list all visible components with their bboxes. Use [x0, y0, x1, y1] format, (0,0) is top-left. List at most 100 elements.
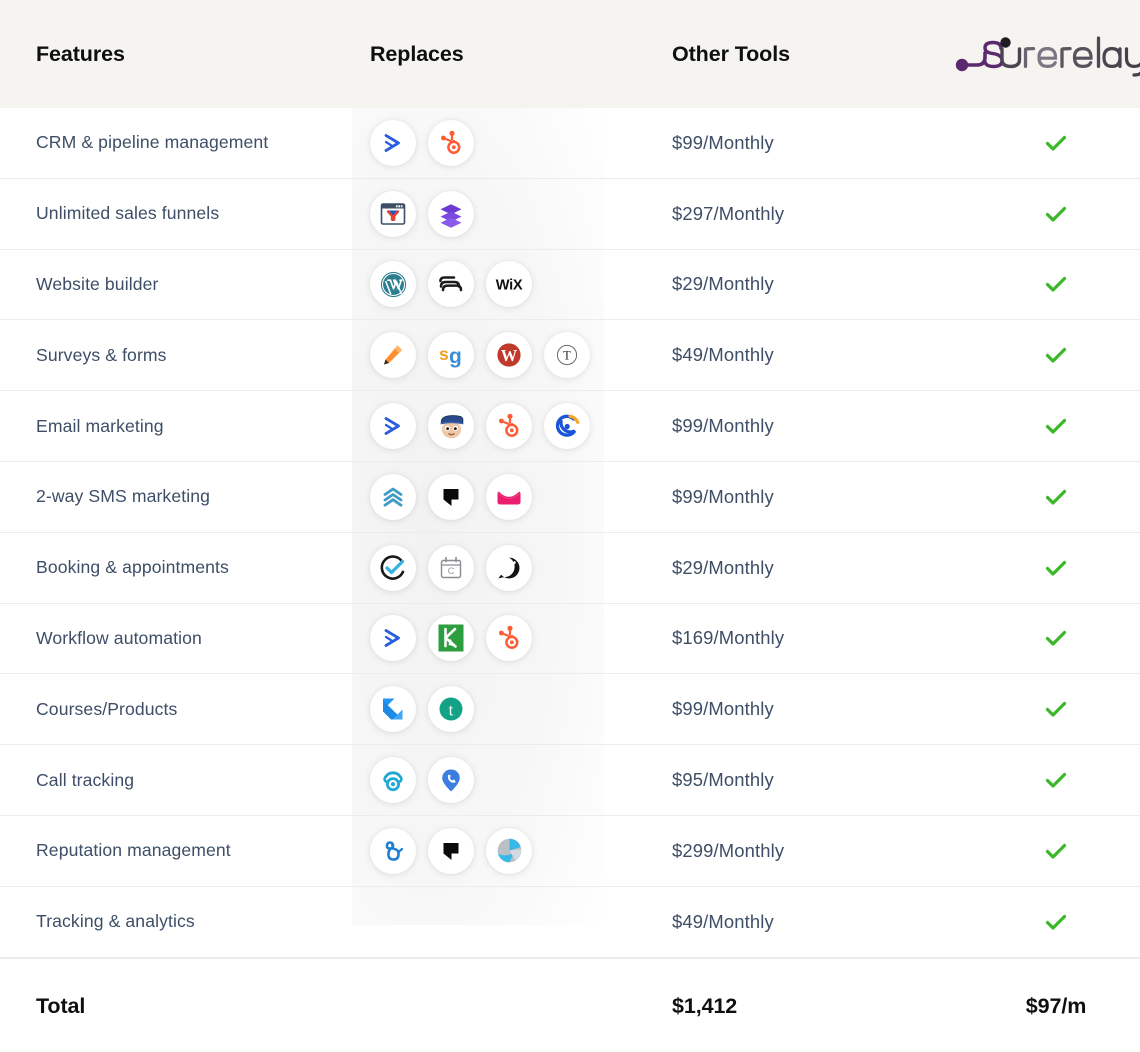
- price-value: $29/Monthly: [672, 273, 774, 295]
- cell-other-tools-price: $49/Monthly: [672, 344, 972, 366]
- total-label: Total: [36, 994, 86, 1019]
- tool-logo-group: [370, 473, 672, 520]
- activecampaign-icon: [370, 615, 416, 662]
- cell-replaces: [370, 757, 672, 804]
- header-cell-replaces: Replaces: [370, 42, 672, 67]
- constantcontact-icon: [544, 403, 590, 450]
- header-label-replaces: Replaces: [370, 41, 464, 66]
- price-value: $99/Monthly: [672, 485, 774, 507]
- svg-text:g: g: [449, 345, 462, 368]
- wufoo-icon: W: [486, 332, 532, 379]
- mailchimp-icon: [428, 403, 474, 450]
- feature-label: Website builder: [36, 273, 159, 294]
- price-value: $297/Monthly: [672, 202, 785, 224]
- squarespace-icon: [428, 261, 474, 308]
- cell-total-label: Total: [0, 994, 370, 1019]
- check-icon: [1045, 418, 1067, 434]
- cell-included: [972, 201, 1140, 227]
- table-row: Website builder WiX $29/Monthly: [0, 250, 1140, 321]
- cell-replaces: C: [370, 544, 672, 591]
- cell-other-tools-price: $99/Monthly: [672, 415, 972, 437]
- cell-total-ours: $97/m: [972, 994, 1140, 1019]
- cell-included: [972, 555, 1140, 581]
- cell-replaces: [370, 403, 672, 450]
- cell-replaces: [370, 615, 672, 662]
- check-icon: [1045, 206, 1067, 222]
- header-label-features: Features: [36, 41, 125, 66]
- cell-feature: Reputation management: [0, 840, 370, 861]
- reputation-icon: [486, 827, 532, 874]
- svg-text:WiX: WiX: [496, 278, 523, 294]
- feature-label: Email marketing: [36, 415, 164, 436]
- check-icon: [1045, 277, 1067, 293]
- table-row: CRM & pipeline management $99/Monthly: [0, 108, 1140, 179]
- birdeye-icon: [370, 827, 416, 874]
- tool-logo-group: t: [370, 686, 672, 733]
- check-icon: [1045, 489, 1067, 505]
- price-value: $99/Monthly: [672, 131, 774, 153]
- svg-text:T: T: [563, 349, 571, 363]
- cell-replaces: t: [370, 686, 672, 733]
- salesmsg-icon: [370, 473, 416, 520]
- tool-logo-group: WiX: [370, 261, 672, 308]
- table-row: 2-way SMS marketing $99/Monthly: [0, 462, 1140, 533]
- cell-feature: Website builder: [0, 274, 370, 295]
- kajabi-icon: [370, 686, 416, 733]
- cell-feature: 2-way SMS marketing: [0, 486, 370, 507]
- cell-included: [972, 271, 1140, 297]
- cell-replaces: [370, 827, 672, 874]
- clickfunnels-icon: [370, 190, 416, 237]
- cell-included: [972, 342, 1140, 368]
- price-value: $95/Monthly: [672, 769, 774, 791]
- cell-feature: Courses/Products: [0, 699, 370, 720]
- svg-text:s: s: [439, 344, 449, 364]
- header-label-other-tools: Other Tools: [672, 41, 790, 66]
- feature-label: CRM & pipeline management: [36, 132, 269, 153]
- podium-icon: [428, 827, 474, 874]
- price-value: $29/Monthly: [672, 556, 774, 578]
- cell-included: [972, 767, 1140, 793]
- cell-other-tools-price: $297/Monthly: [672, 203, 972, 225]
- wix-icon: WiX: [486, 261, 532, 308]
- cell-feature: Tracking & analytics: [0, 911, 370, 932]
- cell-other-tools-price: $95/Monthly: [672, 769, 972, 791]
- podium-icon: [428, 473, 474, 520]
- calendly-icon: [370, 544, 416, 591]
- feature-label: Call tracking: [36, 769, 135, 790]
- table-body: CRM & pipeline management $99/Monthly: [0, 108, 1140, 958]
- feature-label: 2-way SMS marketing: [36, 486, 210, 507]
- tool-logo-group: [370, 190, 672, 237]
- check-icon: [1045, 843, 1067, 859]
- cell-other-tools-price: $99/Monthly: [672, 698, 972, 720]
- typeform-icon: T: [544, 332, 590, 379]
- tool-logo-group: [370, 119, 672, 166]
- other-tools-total-value: $1,412: [672, 994, 738, 1019]
- price-value: $49/Monthly: [672, 910, 774, 932]
- header-cell-other-tools: Other Tools: [672, 42, 972, 67]
- price-value: $99/Monthly: [672, 698, 774, 720]
- table-row: Reputation management $299/Monthly: [0, 816, 1140, 887]
- cell-replaces: [370, 190, 672, 237]
- cell-replaces: WiX: [370, 261, 672, 308]
- teachable-icon: t: [428, 686, 474, 733]
- cell-other-tools-price: $29/Monthly: [672, 273, 972, 295]
- check-icon: [1045, 631, 1067, 647]
- tool-logo-group: [370, 757, 672, 804]
- table-row: Unlimited sales funnels $297/Monthly: [0, 179, 1140, 250]
- feature-label: Booking & appointments: [36, 557, 229, 578]
- feature-label: Surveys & forms: [36, 344, 167, 365]
- cell-replaces: [370, 473, 672, 520]
- table-row: Tracking & analytics $49/Monthly: [0, 887, 1140, 958]
- cell-other-tools-price: $299/Monthly: [672, 840, 972, 862]
- activecampaign-icon: [370, 403, 416, 450]
- cell-included: [972, 413, 1140, 439]
- calltrackingmetrics-icon: [428, 757, 474, 804]
- tool-logo-group: C: [370, 544, 672, 591]
- callrail-icon: [370, 757, 416, 804]
- check-icon: [1045, 135, 1067, 151]
- cell-included: [972, 696, 1140, 722]
- hubspot-icon: [428, 119, 474, 166]
- ours-total-value: $97/m: [1025, 994, 1087, 1019]
- cell-replaces: [370, 119, 672, 166]
